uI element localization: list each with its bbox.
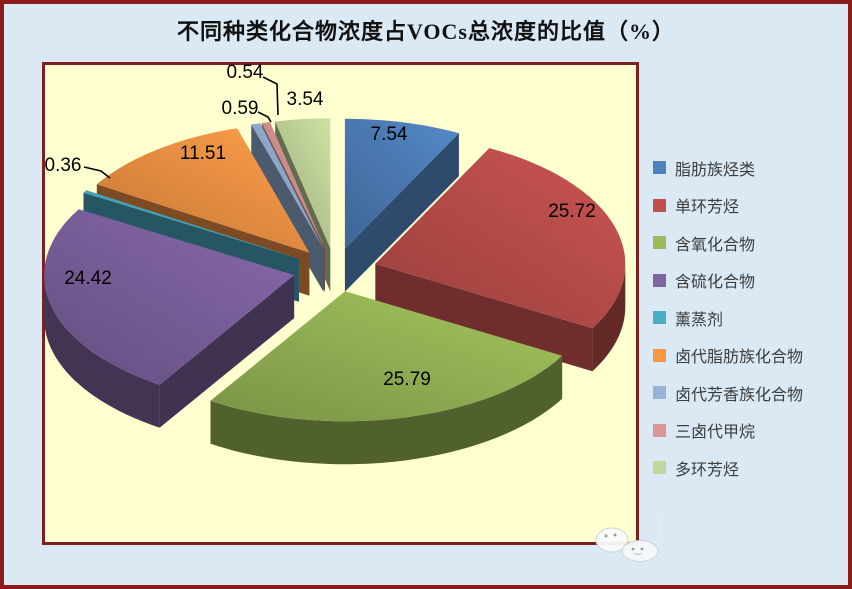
- chart-title: 不同种类化合物浓度占VOCs总浓度的比值（%）: [176, 19, 675, 44]
- pie-slice-0-side: [344, 133, 459, 292]
- pie-slice-3: [44, 209, 295, 385]
- pie-slice-7: [261, 122, 325, 249]
- pie-slice-4: [83, 190, 299, 259]
- legend-item: 脂肪族烃类: [653, 149, 803, 187]
- legend-swatch-icon: [653, 273, 666, 287]
- slice-value-label-0: 7.54: [371, 124, 408, 145]
- legend-label: 三卤代甲烷: [675, 424, 756, 442]
- pie-slice-6: [251, 123, 324, 249]
- legend-item: 含硫化合物: [653, 262, 803, 300]
- leader-line-7: [262, 76, 279, 116]
- legend-item: 单环芳烃: [653, 187, 803, 225]
- slice-value-label-8: 3.54: [287, 89, 324, 110]
- mascot-mouth-icon: [633, 552, 643, 555]
- legend-label: 薰蒸剂: [675, 311, 724, 329]
- legend-swatch-icon: [653, 311, 666, 325]
- pie-slice-0: [344, 118, 459, 249]
- legend-swatch-icon: [653, 198, 666, 212]
- slice-value-label-2: 25.79: [383, 369, 431, 390]
- mascot-body-icon: [595, 527, 629, 553]
- slice-value-label-1: 25.72: [548, 201, 596, 222]
- pie-slice-1-side: [375, 263, 593, 372]
- pie-slice-3-side: [159, 275, 295, 428]
- pie-slice-5: [96, 128, 310, 253]
- legend: 脂肪族烃类单环芳烃含氧化合物含硫化合物薰蒸剂卤代脂肪族化合物 卤代芳香族化合物 三卤…: [653, 149, 803, 487]
- legend-label: 单环芳烃: [675, 199, 740, 217]
- legend-swatch-icon: [653, 423, 666, 437]
- leader-line-6: [257, 111, 272, 123]
- legend-swatch-icon: [653, 236, 666, 250]
- value-labels-layer: 7.54 25.72 25.79 24.42 0.36 11.51 0.59 0.54 3.54: [45, 62, 596, 390]
- mascot-eye-icon: [640, 547, 644, 551]
- mascot-body-icon: [621, 540, 659, 562]
- mascot-eye-icon: [604, 534, 608, 538]
- pie-slice-8: [275, 118, 331, 249]
- legend-label: 卤代脂肪族化合物: [675, 349, 804, 367]
- legend-label: 脂肪族烃类: [675, 161, 756, 179]
- legend-label: 含氧化合物: [675, 236, 756, 254]
- legend-item: 薰蒸剂: [653, 299, 803, 337]
- leader-line-4: [83, 166, 111, 179]
- slice-value-label-4: 0.36: [45, 155, 82, 176]
- cloud-mascots-watermark: [595, 515, 663, 562]
- slice-value-label-7: 0.54: [227, 62, 264, 83]
- slice-value-label-3: 24.42: [64, 268, 112, 289]
- pie-layer: [44, 118, 626, 465]
- legend-label: 含硫化合物: [675, 274, 756, 292]
- pie-slice-2: [210, 291, 563, 422]
- legend-item: 含氧化合物: [653, 224, 803, 262]
- slice-value-label-6: 0.59: [222, 98, 259, 119]
- legend-swatch-icon: [653, 386, 666, 400]
- legend-label: 卤代芳香族化合物: [675, 386, 804, 404]
- legend-item: 三卤代甲烷: [653, 412, 803, 450]
- legend-item: 多环芳烃: [653, 449, 803, 487]
- mascot-eye-icon: [613, 533, 617, 537]
- legend-swatch-icon: [653, 461, 666, 475]
- pie-slice-1-rim: [592, 263, 626, 372]
- legend-swatch-icon: [653, 348, 666, 362]
- legend-swatch-icon: [653, 161, 666, 175]
- slice-value-label-5: 11.51: [180, 143, 226, 164]
- legend-item: 卤代芳香族化合物: [653, 374, 803, 412]
- pie-slice-2-rim: [210, 355, 563, 465]
- mascot-eye-icon: [631, 547, 635, 551]
- pie-slice-1: [375, 148, 626, 329]
- pie-slice-3-rim: [44, 275, 160, 428]
- legend-item: 卤代脂肪族化合物: [653, 337, 803, 375]
- legend-label: 多环芳烃: [675, 461, 740, 479]
